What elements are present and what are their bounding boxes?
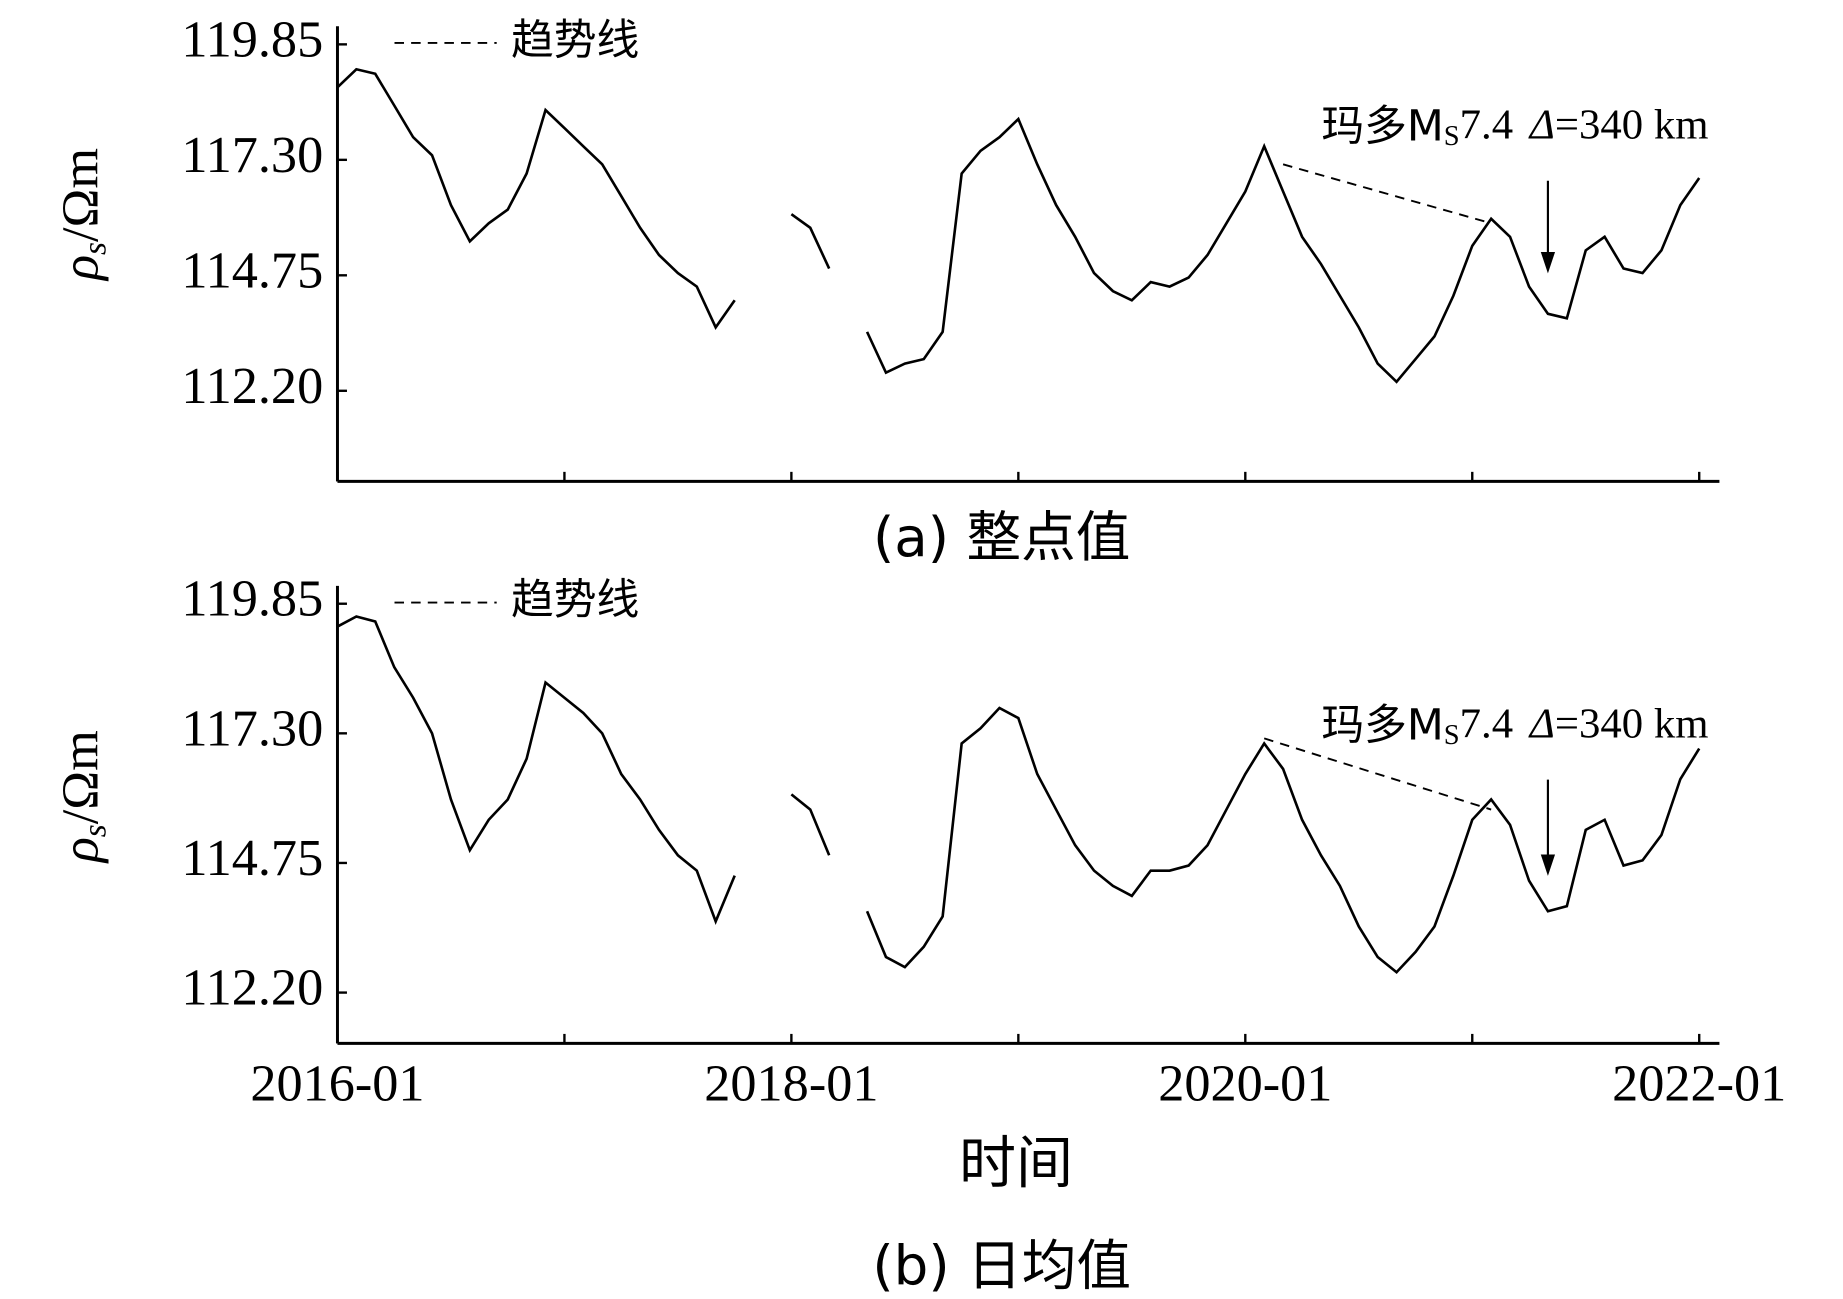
annotation-sub: S xyxy=(1444,120,1460,151)
annotation-delta: Δ xyxy=(1528,700,1555,747)
annotation-text: 7.4 xyxy=(1460,101,1513,148)
y-label-unit: /Ωm xyxy=(52,730,110,824)
x-tick-label: 2018-01 xyxy=(704,1055,878,1113)
y-tick-label: 119.85 xyxy=(181,10,323,68)
annotation: 玛多MS7.4 Δ=340 km xyxy=(1321,700,1708,751)
y-tick-label: 117.30 xyxy=(181,699,323,757)
data-line xyxy=(336,615,1701,975)
data-line xyxy=(336,67,1701,384)
event-arrowhead xyxy=(1540,854,1556,876)
y-label-symbol: ρ xyxy=(52,255,110,282)
y-tick-label: 114.75 xyxy=(181,829,323,887)
y-label-unit: /Ωm xyxy=(52,148,110,242)
y-axis-label: ρs/Ωm xyxy=(52,148,114,282)
annotation-text: =340 km xyxy=(1555,101,1709,148)
x-tick-label: 2022-01 xyxy=(1612,1055,1786,1113)
y-tick-label: 117.30 xyxy=(181,126,323,184)
annotation-text: 玛多M xyxy=(1321,700,1443,750)
y-tick-label: 112.20 xyxy=(181,959,323,1017)
legend-label: 趋势线 xyxy=(511,575,639,625)
y-tick-label: 114.75 xyxy=(181,241,323,299)
caption: (a) 整点值 xyxy=(873,505,1130,569)
event-arrowhead xyxy=(1540,252,1556,274)
y-tick-label: 112.20 xyxy=(181,357,323,415)
annotation-text: =340 km xyxy=(1555,700,1709,747)
caption: (b) 日均值 xyxy=(872,1233,1131,1297)
y-label-sub: s xyxy=(76,242,113,255)
x-axis-label: 时间 xyxy=(959,1131,1073,1197)
trend-line xyxy=(1263,737,1492,811)
annotation: 玛多MS7.4 Δ=340 km xyxy=(1321,101,1708,152)
legend-label: 趋势线 xyxy=(511,15,639,65)
y-axis-label: ρs/Ωm xyxy=(52,730,114,864)
y-tick-label: 119.85 xyxy=(181,570,323,628)
y-label-sub: s xyxy=(76,824,113,837)
annotation-text: 7.4 xyxy=(1460,700,1513,747)
annotation-sub: S xyxy=(1444,719,1460,750)
y-label-symbol: ρ xyxy=(52,837,110,864)
x-tick-label: 2020-01 xyxy=(1158,1055,1332,1113)
x-tick-label: 2016-01 xyxy=(250,1055,424,1113)
annotation-text: 玛多M xyxy=(1321,101,1443,151)
trend-line xyxy=(1282,163,1492,225)
annotation-delta: Δ xyxy=(1528,101,1555,148)
